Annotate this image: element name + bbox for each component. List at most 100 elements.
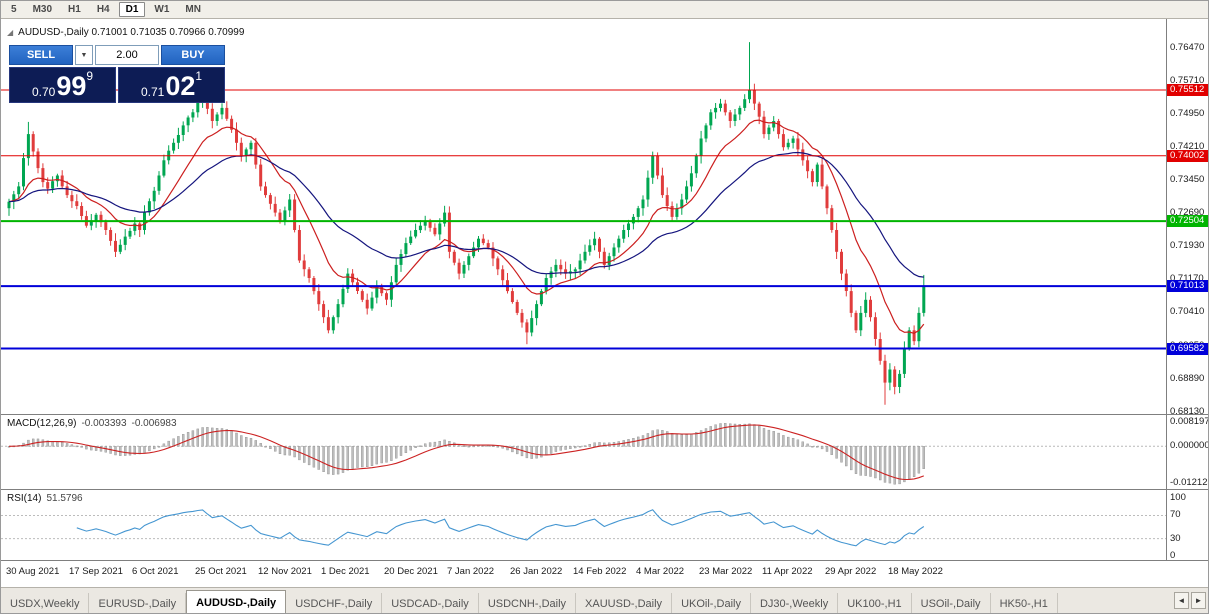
macd-axis: 0.008197 0.000000 -0.012123: [1167, 415, 1209, 489]
rsi-plot-svg: [1, 509, 1166, 547]
date-label: 4 Mar 2022: [636, 566, 685, 577]
tab-scroll-right-icon[interactable]: ►: [1191, 592, 1206, 609]
tab-audusd-daily[interactable]: AUDUSD-,Daily: [186, 590, 287, 613]
rsi-label: RSI(14) 51.5796: [7, 493, 83, 504]
tab-usdcad-daily[interactable]: USDCAD-,Daily: [382, 593, 479, 613]
date-label: 30 Aug 2021: [6, 566, 60, 577]
price-tick: 0.71170: [1170, 273, 1204, 285]
macd-tick: 0.008197: [1170, 415, 1209, 427]
chart-symbol-ohlc: AUDUSD-,Daily 0.71001 0.71035 0.70966 0.…: [18, 27, 245, 38]
panel-separator[interactable]: [1, 489, 1208, 490]
level-price-label: 0.71013: [1167, 280, 1208, 293]
rsi-tick: 100: [1170, 492, 1186, 504]
tab-scroll-controls: ◄ ►: [1174, 592, 1206, 609]
date-label: 20 Dec 2021: [384, 566, 438, 577]
level-price-label: 0.75512: [1167, 83, 1208, 96]
price-chart[interactable]: ◢ AUDUSD-,Daily 0.71001 0.71035 0.70966 …: [1, 19, 1166, 414]
price-tick: 0.75710: [1170, 75, 1205, 87]
rsi-axis: 100 70 30 0: [1167, 490, 1208, 561]
tab-uk100-h1[interactable]: UK100-,H1: [838, 593, 912, 613]
price-tick: 0.74210: [1170, 140, 1205, 152]
chevron-down-icon: ▼: [80, 51, 88, 59]
timeframe-M30[interactable]: M30: [32, 4, 53, 15]
tab-xauusd-daily[interactable]: XAUUSD-,Daily: [576, 593, 673, 613]
sell-price-prefix: 0.70: [31, 85, 56, 99]
sell-price-pip: 9: [86, 69, 94, 83]
rsi-tick: 30: [1170, 532, 1181, 544]
tab-dj30-weekly[interactable]: DJ30-,Weekly: [751, 593, 839, 613]
date-label: 29 Apr 2022: [825, 566, 877, 577]
level-price-label: 0.72504: [1167, 215, 1208, 228]
date-label: 12 Nov 2021: [258, 566, 312, 577]
price-tick: 0.70410: [1170, 306, 1205, 318]
tab-usdcnh-daily[interactable]: USDCNH-,Daily: [479, 593, 577, 613]
candlestick-plot[interactable]: [1, 19, 1166, 414]
timeframe-W1[interactable]: W1: [154, 4, 170, 15]
rsi-value: 51.5796: [46, 493, 83, 504]
macd-signal-value: -0.006983: [131, 418, 177, 429]
macd-plot-svg: [1, 422, 1166, 485]
timeframe-MN[interactable]: MN: [185, 4, 201, 15]
panel-separator[interactable]: [1, 414, 1208, 415]
macd-name: MACD(12,26,9): [7, 418, 77, 429]
sell-price-big: 99: [56, 71, 87, 101]
level-price-label: 0.69582: [1167, 342, 1208, 355]
volume-dropdown-button[interactable]: ▼: [75, 45, 93, 65]
date-label: 23 Mar 2022: [699, 566, 753, 577]
timeframe-D1[interactable]: D1: [118, 2, 146, 17]
price-axis: 0.76470 0.75710 0.74950 0.74210 0.73450 0.726…: [1167, 19, 1208, 417]
price-tick: 0.73450: [1170, 173, 1205, 185]
tab-eurusd-daily[interactable]: EURUSD-,Daily: [89, 593, 187, 613]
macd-main-value: -0.003393: [81, 418, 127, 429]
tab-usoil-daily[interactable]: USOil-,Daily: [912, 593, 991, 613]
macd-panel[interactable]: MACD(12,26,9) -0.003393 -0.006983: [1, 415, 1166, 489]
date-axis: 30 Aug 2021 17 Sep 2021 6 Oct 2021 25 Oct 2…: [1, 561, 1208, 587]
panel-separator[interactable]: [1, 560, 1208, 561]
price-tick: 0.74950: [1170, 108, 1205, 120]
buy-price-pip: 1: [195, 69, 203, 83]
date-label: 7 Jan 2022: [447, 566, 495, 577]
date-label: 26 Jan 2022: [510, 566, 563, 577]
rsi-tick: 70: [1170, 509, 1181, 521]
date-label: 25 Oct 2021: [195, 566, 247, 577]
buy-price-display[interactable]: 0.71 02 1: [118, 67, 225, 103]
price-tick: 0.76470: [1170, 42, 1205, 54]
chart-header: ◢ AUDUSD-,Daily 0.71001 0.71035 0.70966 …: [7, 27, 244, 38]
date-label: 11 Apr 2022: [762, 566, 813, 577]
buy-price-prefix: 0.71: [140, 85, 165, 99]
buy-price-big: 02: [165, 71, 196, 101]
sell-button[interactable]: SELL: [9, 45, 73, 65]
macd-label: MACD(12,26,9) -0.003393 -0.006983: [7, 418, 177, 429]
price-axis-separator: [1166, 19, 1167, 561]
date-label: 14 Feb 2022: [573, 566, 627, 577]
timeframe-5[interactable]: 5: [11, 4, 17, 15]
sell-price-display[interactable]: 0.70 99 9: [9, 67, 116, 103]
timeframe-H1[interactable]: H1: [68, 4, 81, 15]
tab-hk50-h1[interactable]: HK50-,H1: [991, 593, 1058, 613]
date-label: 6 Oct 2021: [132, 566, 179, 577]
price-tick: 0.71930: [1170, 240, 1205, 252]
price-tick: 0.72690: [1170, 207, 1205, 218]
price-tick: 0.68890: [1170, 372, 1205, 384]
tab-usdx-weekly[interactable]: USDX,Weekly: [1, 593, 90, 613]
rsi-name: RSI(14): [7, 493, 42, 504]
price-tick: 0.68130: [1170, 405, 1205, 417]
macd-tick: -0.012123: [1170, 476, 1209, 488]
date-label: 18 May 2022: [888, 566, 943, 577]
tab-ukoil-daily[interactable]: UKOil-,Daily: [672, 593, 751, 613]
tab-usdchf-daily[interactable]: USDCHF-,Daily: [286, 593, 383, 613]
one-click-trading-panel: SELL ▼ 2.00 BUY 0.70 99 9 0.71 02 1: [9, 45, 225, 103]
buy-button[interactable]: BUY: [161, 45, 225, 65]
rsi-panel[interactable]: RSI(14) 51.5796: [1, 490, 1166, 560]
level-price-label: 0.74002: [1167, 149, 1208, 162]
date-label: 17 Sep 2021: [69, 566, 123, 577]
rsi-tick: 0: [1170, 549, 1176, 561]
chart-corner-icon: ◢: [7, 27, 14, 37]
chart-tab-bar: USDX,Weekly EURUSD-,Daily AUDUSD-,Daily USD…: [1, 587, 1208, 613]
volume-input[interactable]: 2.00: [95, 45, 159, 65]
timeframe-H4[interactable]: H4: [96, 4, 110, 15]
tab-scroll-left-icon[interactable]: ◄: [1174, 592, 1189, 609]
date-label: 1 Dec 2021: [321, 566, 370, 577]
macd-tick: 0.000000: [1170, 440, 1209, 452]
